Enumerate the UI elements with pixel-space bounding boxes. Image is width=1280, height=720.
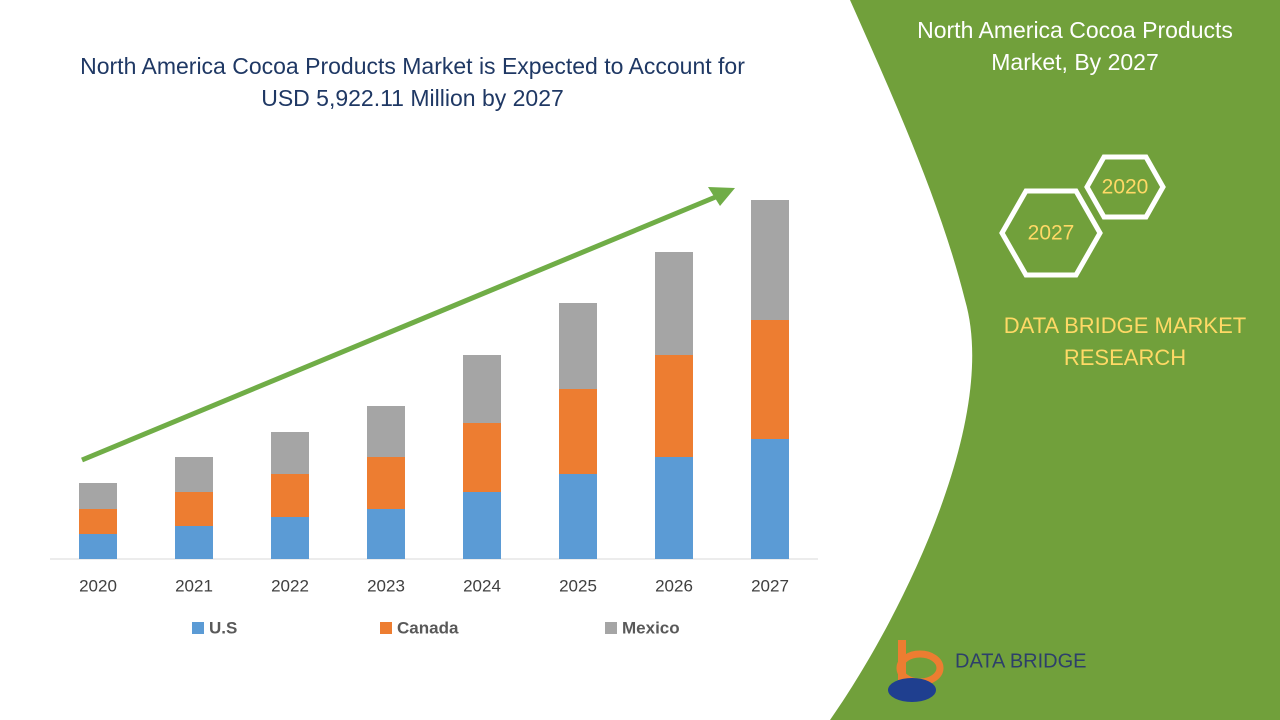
bar-segment	[751, 320, 789, 439]
legend-swatch	[192, 622, 204, 634]
bar-segment	[271, 432, 309, 474]
trend-arrow	[81, 193, 719, 463]
bar-segment	[271, 517, 309, 559]
legend-label: Canada	[397, 618, 459, 637]
bar-segment	[751, 200, 789, 320]
legend-swatch	[380, 622, 392, 634]
chart-title: North America Cocoa Products Market is E…	[80, 53, 745, 111]
bar-segment	[751, 439, 789, 559]
legend-label: U.S	[209, 618, 237, 637]
bar-segment	[655, 252, 693, 355]
bar-segment	[79, 483, 117, 509]
bar-segment	[367, 509, 405, 559]
logo	[888, 640, 944, 702]
x-tick-label: 2026	[655, 576, 693, 595]
bar-segment	[655, 355, 693, 457]
legend-label: Mexico	[622, 618, 680, 637]
brand: DATA BRIDGE MARKET RESEARCH	[1003, 313, 1247, 370]
hexagon	[999, 188, 1103, 278]
bars	[79, 200, 789, 559]
bar-segment	[463, 423, 501, 492]
x-tick-label: 2020	[79, 576, 117, 595]
logo-base	[888, 678, 936, 702]
bar-segment	[175, 457, 213, 492]
hexagon-label: 2027	[1028, 222, 1075, 245]
bar-segment	[175, 526, 213, 559]
bar-segment	[367, 457, 405, 509]
bar-segment	[655, 457, 693, 559]
bar-segment	[79, 534, 117, 559]
bar-segment	[175, 492, 213, 526]
bar-segment	[367, 406, 405, 457]
x-tick-label: 2021	[175, 576, 213, 595]
logo-text: DATA BRIDGE	[955, 650, 1087, 672]
bar-segment	[463, 355, 501, 423]
x-tick-label: 2024	[463, 576, 501, 595]
panel-title: North America Cocoa Products Market, By …	[917, 17, 1233, 75]
hexagon-label: 2020	[1102, 176, 1149, 199]
bar-segment	[463, 492, 501, 559]
x-tick-label: 2022	[271, 576, 309, 595]
side-panel-bg	[830, 0, 1280, 720]
bar-segment	[559, 389, 597, 474]
x-tick-label: 2025	[559, 576, 597, 595]
bar-segment	[559, 303, 597, 389]
bar-segment	[271, 474, 309, 517]
bar-segment	[79, 509, 117, 534]
bar-segment	[559, 474, 597, 559]
hexagon	[1084, 154, 1166, 220]
legend-swatch	[605, 622, 617, 634]
arrow-head	[708, 187, 735, 206]
x-tick-label: 2027	[751, 576, 789, 595]
x-tick-label: 2023	[367, 576, 405, 595]
